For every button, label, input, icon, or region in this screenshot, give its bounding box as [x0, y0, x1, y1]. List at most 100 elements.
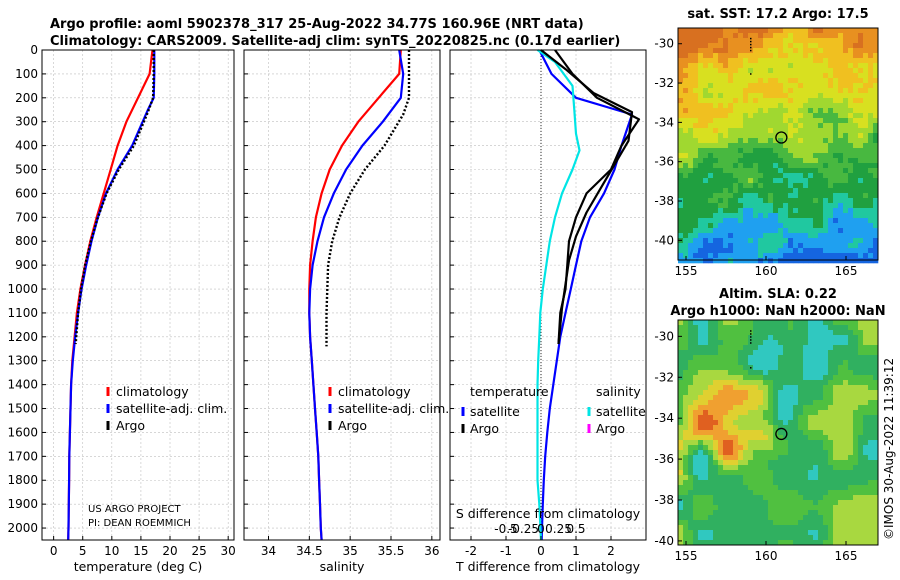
- heatmap-cell: [843, 168, 849, 174]
- heatmap-cell: [833, 425, 839, 431]
- heatmap-cell: [693, 28, 699, 34]
- heatmap-cell: [783, 88, 789, 94]
- heatmap-cell: [723, 88, 729, 94]
- heatmap-cell: [773, 88, 779, 94]
- heatmap-cell: [753, 48, 759, 54]
- heatmap-cell: [823, 480, 829, 486]
- heatmap-cell: [853, 360, 859, 366]
- heatmap-cell: [873, 515, 879, 521]
- heatmap-cell: [723, 178, 729, 184]
- x-tick-label: 5: [79, 544, 87, 558]
- heatmap-cell: [763, 500, 769, 506]
- heatmap-cell: [728, 400, 734, 406]
- heatmap-cell: [723, 223, 729, 229]
- heatmap-cell: [803, 365, 809, 371]
- heatmap-cell: [863, 405, 869, 411]
- heatmap-cell: [833, 58, 839, 64]
- heatmap-cell: [733, 445, 739, 451]
- heatmap-cell: [753, 128, 759, 134]
- heatmap-cell: [838, 380, 844, 386]
- heatmap-cell: [823, 460, 829, 466]
- heatmap-cell: [838, 218, 844, 224]
- heatmap-cell: [753, 163, 759, 169]
- heatmap-cell: [858, 460, 864, 466]
- heatmap-cell: [768, 525, 774, 531]
- heatmap-cell: [828, 48, 834, 54]
- heatmap-cell: [863, 238, 869, 244]
- heatmap-cell: [808, 123, 814, 129]
- heatmap-cell: [708, 193, 714, 199]
- heatmap-cell: [718, 465, 724, 471]
- heatmap-cell: [873, 445, 879, 451]
- heatmap-cell: [768, 530, 774, 536]
- heatmap-cell: [753, 218, 759, 224]
- heatmap-cell: [838, 53, 844, 59]
- heatmap-cell: [778, 340, 784, 346]
- heatmap-cell: [843, 138, 849, 144]
- heatmap-cell: [748, 58, 754, 64]
- heatmap-cell: [843, 248, 849, 254]
- heatmap-cell: [758, 420, 764, 426]
- heatmap-cell: [873, 223, 879, 229]
- heatmap-cell: [808, 43, 814, 49]
- heatmap-cell: [808, 470, 814, 476]
- heatmap-cell: [683, 370, 689, 376]
- heatmap-cell: [788, 253, 794, 259]
- heatmap-cell: [823, 43, 829, 49]
- map-y-tick-label: -36: [654, 155, 674, 169]
- heatmap-cell: [753, 395, 759, 401]
- heatmap-cell: [848, 355, 854, 361]
- heatmap-cell: [723, 495, 729, 501]
- heatmap-cell: [793, 153, 799, 159]
- heatmap-cell: [788, 33, 794, 39]
- heatmap-cell: [793, 440, 799, 446]
- heatmap-cell: [708, 53, 714, 59]
- heatmap-cell: [738, 535, 744, 541]
- heatmap-cell: [708, 445, 714, 451]
- heatmap-cell: [773, 365, 779, 371]
- heatmap-cell: [808, 238, 814, 244]
- heatmap-cell: [798, 350, 804, 356]
- heatmap-cell: [868, 405, 874, 411]
- heatmap-cell: [793, 500, 799, 506]
- heatmap-cell: [763, 400, 769, 406]
- heatmap-cell: [708, 400, 714, 406]
- heatmap-cell: [778, 430, 784, 436]
- heatmap-cell: [758, 505, 764, 511]
- heatmap-cell: [788, 520, 794, 526]
- heatmap-cell: [783, 108, 789, 114]
- heatmap-cell: [678, 465, 684, 471]
- heatmap-cell: [733, 510, 739, 516]
- heatmap-cell: [688, 163, 694, 169]
- heatmap-cell: [823, 515, 829, 521]
- heatmap-cell: [683, 88, 689, 94]
- difference-panel: -2 -1 0 1 2T difference from climatologytemp…: [449, 49, 647, 574]
- heatmap-cell: [703, 113, 709, 119]
- heatmap-cell: [868, 395, 874, 401]
- heatmap-cell: [808, 118, 814, 124]
- heatmap-cell: [778, 325, 784, 331]
- heatmap-cell: [848, 320, 854, 326]
- heatmap-cell: [858, 400, 864, 406]
- heatmap-cell: [793, 540, 799, 546]
- heatmap-cell: [793, 233, 799, 239]
- heatmap-cell: [818, 108, 824, 114]
- heatmap-cell: [703, 375, 709, 381]
- heatmap-cell: [793, 385, 799, 391]
- heatmap-cell: [708, 173, 714, 179]
- heatmap-cell: [823, 228, 829, 234]
- heatmap-cell: [823, 213, 829, 219]
- heatmap-cell: [863, 395, 869, 401]
- heatmap-cell: [748, 450, 754, 456]
- heatmap-cell: [788, 143, 794, 149]
- heatmap-cell: [858, 425, 864, 431]
- heatmap-cell: [728, 233, 734, 239]
- heatmap-cell: [823, 183, 829, 189]
- heatmap-cell: [793, 485, 799, 491]
- heatmap-cell: [683, 183, 689, 189]
- heatmap-cell: [788, 203, 794, 209]
- heatmap-cell: [733, 128, 739, 134]
- heatmap-cell: [708, 405, 714, 411]
- heatmap-cell: [853, 470, 859, 476]
